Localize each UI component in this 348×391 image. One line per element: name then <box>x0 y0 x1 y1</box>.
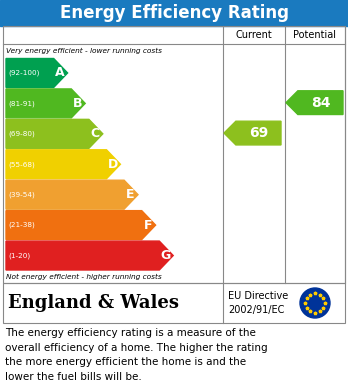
Text: (39-54): (39-54) <box>8 192 35 198</box>
Text: 84: 84 <box>311 96 330 109</box>
Text: (92-100): (92-100) <box>8 70 39 76</box>
Bar <box>3 26 345 283</box>
Text: (21-38): (21-38) <box>8 222 35 228</box>
Text: (69-80): (69-80) <box>8 131 35 137</box>
Bar <box>3 283 345 323</box>
Polygon shape <box>286 91 343 115</box>
Text: EU Directive
2002/91/EC: EU Directive 2002/91/EC <box>228 291 288 315</box>
Text: F: F <box>144 219 152 231</box>
Text: Current: Current <box>236 30 272 40</box>
Text: (55-68): (55-68) <box>8 161 35 167</box>
Polygon shape <box>6 211 156 240</box>
Text: (81-91): (81-91) <box>8 100 35 107</box>
Text: (1-20): (1-20) <box>8 252 30 259</box>
Circle shape <box>300 288 330 318</box>
Text: Energy Efficiency Rating: Energy Efficiency Rating <box>60 4 288 22</box>
Text: G: G <box>160 249 171 262</box>
Text: A: A <box>55 66 65 79</box>
Polygon shape <box>6 241 173 270</box>
Bar <box>0 0 348 26</box>
Text: B: B <box>73 97 82 110</box>
Polygon shape <box>6 89 85 118</box>
Text: E: E <box>126 188 135 201</box>
Polygon shape <box>6 59 68 88</box>
Polygon shape <box>6 150 120 179</box>
Text: The energy efficiency rating is a measure of the
overall efficiency of a home. T: The energy efficiency rating is a measur… <box>5 328 268 382</box>
Polygon shape <box>6 119 103 148</box>
Text: Potential: Potential <box>293 30 337 40</box>
Text: 69: 69 <box>249 126 268 140</box>
Text: C: C <box>90 127 100 140</box>
Text: England & Wales: England & Wales <box>8 294 179 312</box>
Polygon shape <box>224 121 281 145</box>
Text: Very energy efficient - lower running costs: Very energy efficient - lower running co… <box>6 47 162 54</box>
Text: D: D <box>108 158 118 171</box>
Text: Not energy efficient - higher running costs: Not energy efficient - higher running co… <box>6 273 162 280</box>
Polygon shape <box>6 180 138 209</box>
